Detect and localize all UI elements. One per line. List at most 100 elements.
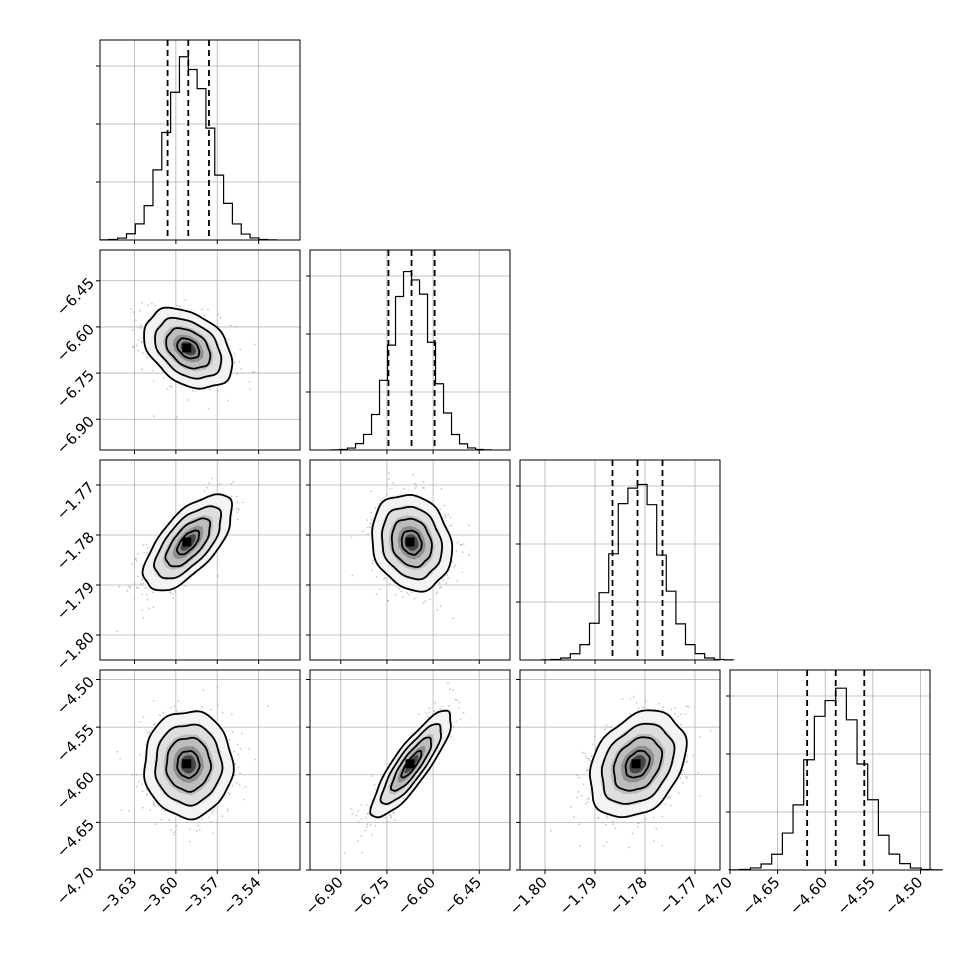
scatter-point: [602, 845, 605, 847]
contour-1-2-1: [390, 517, 433, 569]
scatter-point: [235, 782, 238, 784]
scatter-point: [642, 706, 645, 709]
y-tick-label-row1-3: −6.45: [53, 274, 98, 319]
scatter-point: [210, 821, 213, 823]
scatter-point: [680, 713, 682, 716]
panel-frame-1-3: [309, 669, 511, 871]
scatter-point: [173, 705, 176, 707]
scatter-point: [160, 808, 163, 811]
x-tick-label-col0-0: −3.63: [95, 873, 140, 918]
scatter-point: [661, 844, 663, 847]
scatter-point: [135, 319, 137, 321]
scatter-point: [390, 815, 393, 817]
scatter-point: [370, 490, 373, 493]
scatter-point: [152, 801, 155, 804]
scatter-point: [168, 819, 170, 821]
scatter-point: [369, 526, 372, 528]
scatter-point: [378, 588, 381, 590]
scatter-point: [428, 711, 431, 714]
scatter-point: [422, 481, 425, 483]
y-tick-label-row3-1: −4.65: [53, 816, 98, 861]
scatter-point: [362, 530, 364, 533]
scatter-point: [153, 415, 156, 418]
scatter-point: [267, 705, 270, 708]
scatter-point: [455, 550, 458, 552]
scatter-point: [128, 809, 131, 812]
scatter-point: [396, 585, 399, 588]
scatter-point: [687, 705, 690, 708]
scatter-point: [139, 326, 142, 329]
scatter-point: [146, 598, 149, 601]
x-tick-label-col3-1: −4.65: [738, 873, 783, 918]
scatter-point: [386, 493, 388, 496]
scatter-point: [692, 754, 695, 757]
scatter-point: [375, 593, 378, 595]
scatter-point: [682, 769, 685, 772]
scatter-point: [236, 501, 239, 504]
scatter-point: [455, 720, 458, 723]
scatter-point: [435, 592, 438, 595]
panel-0-2: [96, 459, 301, 664]
y-tick-label-row1-1: −6.75: [53, 366, 98, 411]
scatter-point: [238, 508, 240, 511]
scatter-point: [387, 478, 390, 481]
hist-panel-1: [306, 249, 511, 454]
scatter-point: [631, 832, 634, 835]
scatter-point: [221, 815, 224, 818]
scatter-point: [423, 487, 425, 489]
scatter-point: [664, 803, 667, 806]
scatter-point: [676, 715, 679, 718]
scatter-point: [679, 777, 682, 780]
contour-0-3-2: [154, 723, 224, 807]
scatter-point: [378, 502, 380, 505]
scatter-point: [131, 329, 134, 331]
y-tick-label-row3-3: −4.55: [53, 720, 98, 765]
scatter-point: [152, 380, 155, 382]
scatter-point: [137, 349, 139, 352]
scatter-point: [586, 798, 589, 801]
scatter-point: [231, 713, 233, 716]
contour-1-3-1: [390, 736, 433, 792]
scatter-point: [632, 695, 635, 698]
corner-plot-root: −6.90−6.75−6.60−6.45−1.80−1.79−1.78−1.77…: [53, 39, 943, 919]
scatter-point: [141, 609, 144, 612]
scatter-point: [238, 360, 241, 363]
contour-2-3-2: [600, 722, 676, 805]
scatter-point: [586, 757, 589, 760]
hist-panel-0: [96, 39, 301, 244]
contour-0-1-2: [154, 316, 223, 380]
scatter-point: [369, 823, 372, 826]
scatter-point: [550, 829, 552, 832]
scatter-point: [228, 739, 231, 741]
scatter-point: [142, 716, 145, 719]
scatter-point: [350, 536, 353, 539]
scatter-point: [578, 823, 581, 826]
scatter-point: [143, 552, 146, 554]
scatter-point: [237, 753, 240, 756]
contour-1-3-3: [369, 709, 452, 819]
scatter-point: [605, 823, 607, 826]
scatter-point: [152, 699, 155, 702]
scatter-point: [394, 819, 397, 821]
x-tick-label-col3-3: −4.55: [834, 873, 879, 918]
x-tick-label-col2-3: −1.77: [656, 873, 701, 918]
y-tick-label-row2-1: −1.79: [53, 578, 98, 623]
scatter-point: [227, 338, 229, 340]
scatter-point: [189, 840, 192, 843]
scatter-point: [139, 720, 142, 723]
x-tick-label-col1-0: −6.90: [302, 873, 347, 918]
scatter-point: [206, 486, 209, 489]
scatter-point: [605, 724, 608, 726]
scatter-point: [637, 822, 640, 824]
scatter-point: [454, 564, 457, 566]
histogram-2: [540, 483, 735, 661]
x-tick-label-col0-1: −3.60: [137, 873, 182, 918]
scatter-point: [629, 698, 632, 700]
scatter-point: [173, 831, 176, 833]
scatter-point: [570, 806, 573, 808]
scatter-point: [208, 388, 211, 391]
scatter-point: [605, 841, 608, 844]
scatter-point: [197, 821, 200, 824]
scatter-point: [587, 758, 590, 761]
scatter-point: [149, 809, 152, 811]
